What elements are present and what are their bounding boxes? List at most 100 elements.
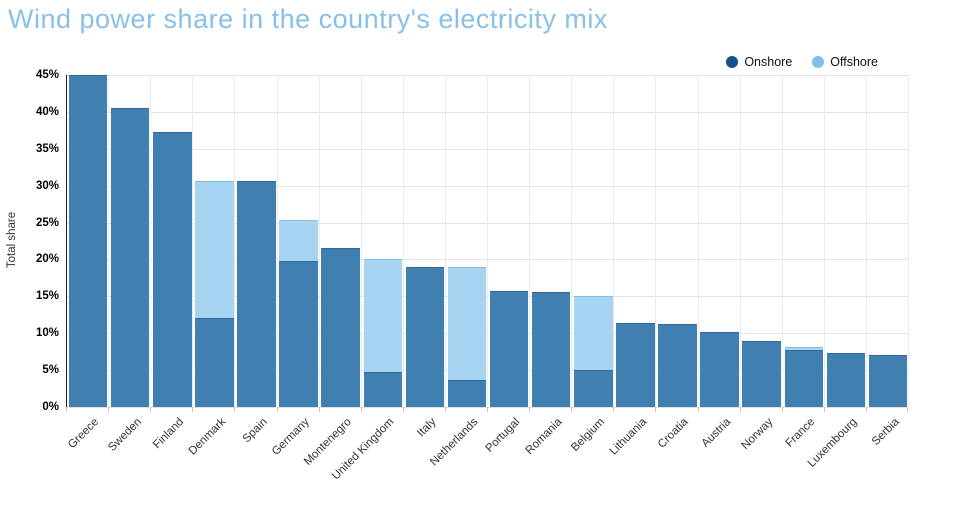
x-label-greece: Greece (66, 416, 102, 452)
gridline-vertical (360, 75, 362, 407)
gridline-vertical (613, 75, 615, 407)
legend-label-onshore: Onshore (744, 55, 793, 69)
bar-onshore-sweden[interactable] (110, 108, 150, 407)
y-tick-label: 45% (35, 69, 59, 81)
x-label-italy: Italy (414, 416, 439, 440)
bar-onshore-luxembourg[interactable] (826, 353, 866, 407)
bar-onshore-italy[interactable] (405, 266, 445, 407)
x-axis-labels: Greece Sweden Finland Denmark Spain Germany Mo… (66, 407, 908, 512)
bar-onshore-spain[interactable] (237, 181, 276, 407)
legend-label-offshore: Offshore (830, 55, 878, 69)
bar-onshore-greece[interactable] (68, 75, 108, 407)
onshore-legend-dot-icon (726, 56, 739, 68)
x-tick-mark (865, 407, 867, 412)
x-tick-mark (234, 407, 236, 412)
x-tick-mark (66, 407, 67, 412)
x-label-belgium: Belgium (568, 416, 607, 454)
gridline-vertical (276, 75, 278, 407)
bar-onshore-portugal[interactable] (489, 291, 529, 407)
bar-onshore-croatia[interactable] (658, 323, 697, 407)
plot-area (66, 75, 909, 408)
offshore-legend-dot-icon (812, 56, 825, 68)
gridline-vertical (318, 75, 320, 407)
x-label-norway: Norway (739, 416, 776, 453)
x-tick-mark (823, 407, 825, 412)
gridline-vertical (192, 75, 194, 407)
y-tick-label: 20% (35, 253, 59, 266)
bar-offshore-netherlands[interactable] (447, 266, 487, 381)
y-tick-label: 35% (35, 142, 59, 155)
x-tick-mark (781, 407, 783, 412)
x-label-germany: Germany (270, 416, 313, 458)
x-label-denmark: Denmark (186, 416, 228, 458)
bar-onshore-belgium[interactable] (574, 370, 613, 407)
y-tick-label: 30% (35, 179, 59, 192)
y-axis-tick-labels: 0% 5% 10% 15% 20% 25% 30% 35% 40% 45% (0, 69, 62, 413)
y-tick-label: 25% (35, 216, 59, 229)
gridline-vertical (402, 75, 404, 407)
bar-onshore-united-kingdom[interactable] (363, 372, 402, 407)
x-tick-mark (613, 407, 615, 412)
gridline-vertical (697, 75, 699, 407)
bar-onshore-netherlands[interactable] (447, 380, 487, 407)
x-tick-mark (739, 407, 741, 412)
gridline-vertical (108, 75, 110, 407)
x-label-sweden: Sweden (105, 416, 144, 454)
bar-onshore-finland[interactable] (153, 131, 192, 407)
chart-title: Wind power share in the country's electr… (8, 4, 608, 34)
x-tick-mark (487, 407, 488, 412)
bar-offshore-denmark[interactable] (195, 180, 234, 318)
chart-legend: Onshore Offshore (726, 55, 878, 69)
gridline-vertical (571, 75, 573, 407)
bar-onshore-serbia[interactable] (868, 355, 908, 407)
x-tick-mark (192, 407, 194, 412)
gridline-vertical (823, 75, 825, 407)
bar-onshore-montenegro[interactable] (321, 247, 360, 407)
gridline-vertical (908, 75, 909, 407)
bar-offshore-belgium[interactable] (574, 296, 613, 371)
legend-item-onshore[interactable]: Onshore (726, 55, 792, 69)
bar-onshore-germany[interactable] (279, 260, 318, 407)
x-tick-mark (907, 407, 908, 412)
x-label-lithuania: Lithuania (607, 416, 649, 458)
x-tick-mark (276, 407, 278, 412)
x-label-portugal: Portugal (483, 416, 523, 455)
x-tick-mark (444, 407, 446, 412)
x-tick-mark (318, 407, 320, 412)
gridline-vertical (150, 75, 152, 407)
y-tick-label: 5% (42, 364, 59, 377)
bar-offshore-united-kingdom[interactable] (363, 258, 402, 373)
x-label-romania: Romania (523, 416, 565, 458)
bar-offshore-france[interactable] (784, 347, 823, 351)
y-tick-label: 40% (35, 105, 59, 118)
x-tick-mark (697, 407, 699, 412)
gridline-vertical (781, 75, 783, 407)
gridline-vertical (865, 75, 867, 407)
bar-onshore-romania[interactable] (531, 291, 571, 407)
y-tick-label: 15% (35, 290, 59, 303)
x-tick-mark (150, 407, 152, 412)
x-label-serbia: Serbia (869, 416, 902, 448)
x-tick-mark (529, 407, 531, 412)
gridline-vertical (487, 75, 488, 407)
gridline-vertical (234, 75, 236, 407)
legend-item-offshore[interactable]: Offshore (812, 55, 878, 69)
bar-onshore-france[interactable] (784, 350, 823, 407)
x-tick-mark (402, 407, 404, 412)
y-tick-label: 10% (35, 327, 59, 340)
bar-offshore-germany[interactable] (279, 219, 318, 261)
bar-onshore-lithuania[interactable] (616, 322, 655, 407)
x-label-croatia: Croatia (656, 416, 691, 451)
gridline-vertical (529, 75, 531, 407)
gridline-vertical (444, 75, 446, 407)
x-label-finland: Finland (150, 416, 186, 452)
gridline-vertical (655, 75, 657, 407)
bar-onshore-denmark[interactable] (195, 317, 234, 407)
bar-onshore-norway[interactable] (742, 340, 781, 407)
bar-onshore-austria[interactable] (700, 331, 739, 407)
x-tick-mark (655, 407, 657, 412)
x-tick-mark (360, 407, 362, 412)
x-label-austria: Austria (699, 416, 734, 450)
x-tick-mark (571, 407, 573, 412)
